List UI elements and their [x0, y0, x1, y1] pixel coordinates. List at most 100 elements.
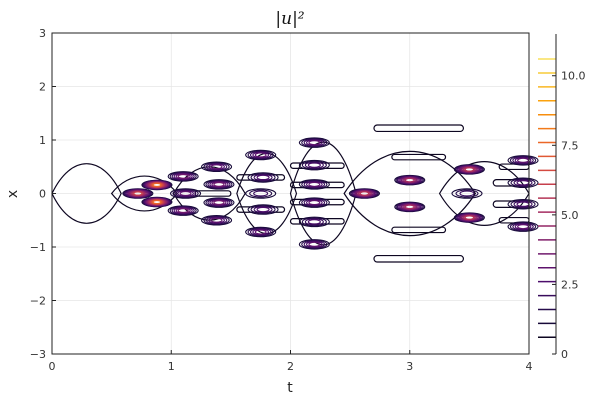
- plot-area: [51, 124, 539, 263]
- peak-contour-ring: [252, 228, 270, 236]
- peak-contour-ring: [247, 204, 279, 215]
- peak-contour-ring: [298, 179, 330, 190]
- peak-contour-ring: [306, 139, 323, 146]
- peak-28: [507, 221, 539, 232]
- contour-line-lens-0: [51, 163, 122, 224]
- peak-11: [245, 226, 277, 238]
- peak-contour-ring: [459, 190, 475, 197]
- peak-contour-ring: [256, 174, 270, 181]
- peak-contour-ring: [509, 222, 537, 232]
- peak-contour-ring: [209, 199, 229, 207]
- peak-contour-ring: [152, 182, 162, 188]
- peak-contour-ring: [249, 189, 273, 198]
- peak-contour-ring: [464, 215, 475, 220]
- peak-contour-ring: [301, 217, 327, 227]
- x-tick-label: 4: [526, 360, 533, 373]
- peak-contour-ring: [247, 172, 279, 183]
- peak-contour-ring: [301, 179, 328, 189]
- peak-22: [394, 174, 426, 186]
- peak-contour-ring: [404, 204, 415, 210]
- peak-contour-ring: [250, 173, 276, 182]
- peak-contour-ring: [303, 180, 326, 189]
- peak-contour-ring: [306, 181, 323, 188]
- peak-contour-ring: [253, 173, 273, 181]
- contour-line-band-10: [391, 226, 447, 234]
- peak-contour-ring: [298, 159, 330, 171]
- peak-contour-ring: [205, 179, 233, 190]
- peak-2: [141, 196, 173, 208]
- peak-16: [298, 239, 330, 250]
- y-tick-label: 0: [39, 188, 46, 201]
- peak-contour-ring: [152, 199, 162, 205]
- peak-contour-ring: [175, 207, 191, 214]
- peak-20: [298, 197, 330, 208]
- peak-contour-ring: [512, 222, 534, 231]
- peak-contour-ring: [171, 172, 195, 181]
- peak-contour-ring: [209, 180, 229, 188]
- peak-contour-ring: [211, 199, 227, 206]
- peak-contour-ring: [513, 200, 533, 208]
- peak-contour-ring: [298, 239, 330, 250]
- y-axis: −3 −2 −1 0 1 2 3: [30, 27, 56, 361]
- peak-5: [170, 188, 202, 199]
- peak-12: [247, 172, 279, 183]
- peak-3: [167, 171, 199, 182]
- peak-contour-ring: [177, 208, 189, 214]
- peak-contour-ring: [404, 177, 415, 183]
- y-tick-label: 1: [39, 134, 46, 147]
- x-axis-label: t: [287, 380, 293, 396]
- peak-contour-ring: [455, 189, 479, 198]
- contour-line-lens-5: [343, 150, 477, 237]
- peak-contour-ring: [510, 199, 536, 209]
- y-tick-label: 2: [39, 81, 46, 94]
- peak-contour-ring: [301, 239, 328, 249]
- contour-line-band-19: [236, 174, 286, 181]
- peak-contour-ring: [203, 162, 230, 172]
- peak-contour-ring: [175, 173, 191, 180]
- peak-contour-ring: [173, 172, 193, 180]
- peak-4: [167, 205, 199, 216]
- peak-contour-ring: [245, 149, 277, 161]
- peak-9: [203, 197, 235, 208]
- colorbar-tick-label: 7.5: [561, 139, 579, 152]
- peak-contour-ring: [169, 205, 197, 216]
- peak-contour-ring: [306, 199, 323, 206]
- chart-title: |u|²: [275, 9, 304, 29]
- peak-contour-ring: [170, 188, 202, 199]
- peak-contour-ring: [245, 226, 277, 238]
- peak-contour-ring: [201, 215, 233, 226]
- peak-13: [247, 204, 279, 215]
- colorbar-tick-label: 5.0: [561, 209, 579, 222]
- colorbar-tick-label: 2.5: [561, 278, 579, 291]
- peak-contour-ring: [205, 162, 228, 171]
- peak-contour-ring: [177, 173, 189, 179]
- peak-contour-ring: [308, 241, 321, 247]
- peak-contour-ring: [208, 163, 225, 170]
- peak-contour-ring: [308, 140, 321, 146]
- contour-line-band-7: [373, 124, 464, 133]
- peak-14: [245, 188, 277, 199]
- contour-line-band-13: [289, 162, 345, 169]
- peak-contour-ring: [507, 177, 539, 189]
- peak-contour-ring: [208, 217, 225, 224]
- colorbar: 0 2.5 5.0 7.5 10.0: [538, 34, 586, 361]
- peak-contour-ring: [174, 189, 197, 198]
- y-tick-label: −3: [30, 348, 46, 361]
- peak-contour-ring: [172, 188, 199, 199]
- peak-contour-ring: [205, 216, 228, 225]
- peak-15: [298, 137, 330, 148]
- peak-17: [298, 159, 330, 171]
- peak-24: [453, 164, 485, 175]
- x-tick-label: 0: [49, 360, 56, 373]
- peak-contour-ring: [307, 219, 321, 225]
- y-axis-label: x: [5, 190, 21, 198]
- x-tick-label: 3: [406, 360, 413, 373]
- peak-contour-ring: [253, 190, 269, 197]
- contour-line-band-11: [289, 181, 345, 189]
- x-tick-label: 1: [168, 360, 175, 373]
- peak-contour-ring: [213, 181, 225, 187]
- peak-contour-ring: [247, 150, 274, 160]
- peak-25: [453, 212, 485, 223]
- peak-contour-ring: [306, 241, 323, 248]
